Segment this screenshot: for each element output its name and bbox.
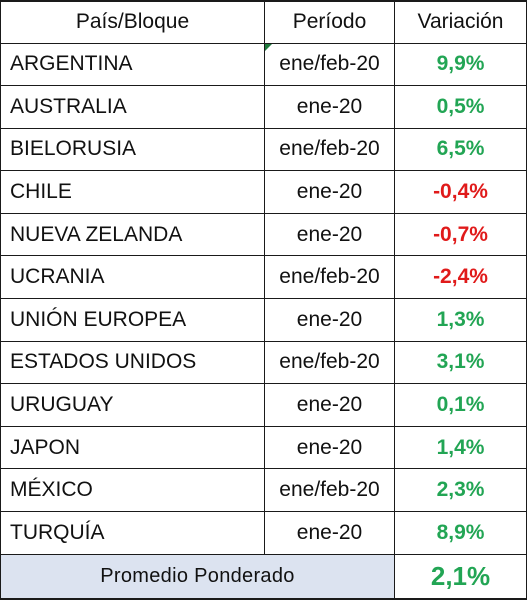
period-cell: ene-20 <box>264 425 395 470</box>
country-cell: UNIÓN EUROPEA <box>0 298 265 342</box>
header-country: País/Bloque <box>0 0 265 44</box>
variation-cell: 0,5% <box>394 85 527 129</box>
country-cell: ESTADOS UNIDOS <box>0 340 265 385</box>
variation-cell: 3,1% <box>394 340 527 385</box>
table-header: País/Bloque Período Variación <box>0 0 527 44</box>
header-variation: Variación <box>394 0 527 44</box>
variation-cell: 1,3% <box>394 298 527 342</box>
variation-cell: -0,7% <box>394 212 527 257</box>
weighted-average-value: 2,1% <box>394 553 527 600</box>
country-cell: UCRANIA <box>0 255 265 300</box>
period-cell: ene-20 <box>264 383 395 427</box>
variation-cell: 0,1% <box>394 383 527 427</box>
country-cell: URUGUAY <box>0 383 265 427</box>
table-row: NUEVA ZELANDA ene-20 -0,7% <box>0 212 527 257</box>
variation-cell: -2,4% <box>394 255 527 300</box>
weighted-average-label: Promedio Ponderado <box>0 553 395 600</box>
table-row: BIELORUSIA ene/feb-20 6,5% <box>0 127 527 172</box>
country-cell: ARGENTINA <box>0 42 265 87</box>
table-row: MÉXICO ene/feb-20 2,3% <box>0 468 527 513</box>
variation-cell: 6,5% <box>394 127 527 172</box>
period-cell: ene-20 <box>264 298 395 342</box>
table-row: ARGENTINA ene/feb-20 9,9% <box>0 42 527 87</box>
period-text: ene/feb-20 <box>279 52 380 76</box>
table-body: ARGENTINA ene/feb-20 9,9% AUSTRALIA ene-… <box>0 42 527 600</box>
period-cell: ene/feb-20 <box>264 42 395 87</box>
footer-row: Promedio Ponderado 2,1% <box>0 553 527 600</box>
table-row: AUSTRALIA ene-20 0,5% <box>0 85 527 129</box>
period-cell: ene-20 <box>264 511 395 555</box>
variation-cell: 9,9% <box>394 42 527 87</box>
period-cell: ene/feb-20 <box>264 255 395 300</box>
variation-cell: 2,3% <box>394 468 527 513</box>
period-cell: ene/feb-20 <box>264 468 395 513</box>
table-row: URUGUAY ene-20 0,1% <box>0 383 527 427</box>
table-row: UNIÓN EUROPEA ene-20 1,3% <box>0 298 527 342</box>
period-cell: ene/feb-20 <box>264 340 395 385</box>
variation-cell: 8,9% <box>394 511 527 555</box>
country-cell: BIELORUSIA <box>0 127 265 172</box>
variation-cell: -0,4% <box>394 170 527 214</box>
country-cell: MÉXICO <box>0 468 265 513</box>
header-period: Período <box>264 0 395 44</box>
table-row: UCRANIA ene/feb-20 -2,4% <box>0 255 527 300</box>
country-cell: NUEVA ZELANDA <box>0 212 265 257</box>
variation-cell: 1,4% <box>394 425 527 470</box>
table-row: CHILE ene-20 -0,4% <box>0 170 527 214</box>
period-cell: ene/feb-20 <box>264 127 395 172</box>
country-cell: AUSTRALIA <box>0 85 265 129</box>
header-row: País/Bloque Período Variación <box>0 0 527 44</box>
country-cell: JAPON <box>0 425 265 470</box>
table-row: TURQUÍA ene-20 8,9% <box>0 511 527 555</box>
period-cell: ene-20 <box>264 85 395 129</box>
country-cell: TURQUÍA <box>0 511 265 555</box>
period-cell: ene-20 <box>264 170 395 214</box>
country-cell: CHILE <box>0 170 265 214</box>
period-cell: ene-20 <box>264 212 395 257</box>
comment-marker-icon <box>265 43 272 51</box>
table-row: JAPON ene-20 1,4% <box>0 425 527 470</box>
table-row: ESTADOS UNIDOS ene/feb-20 3,1% <box>0 340 527 385</box>
